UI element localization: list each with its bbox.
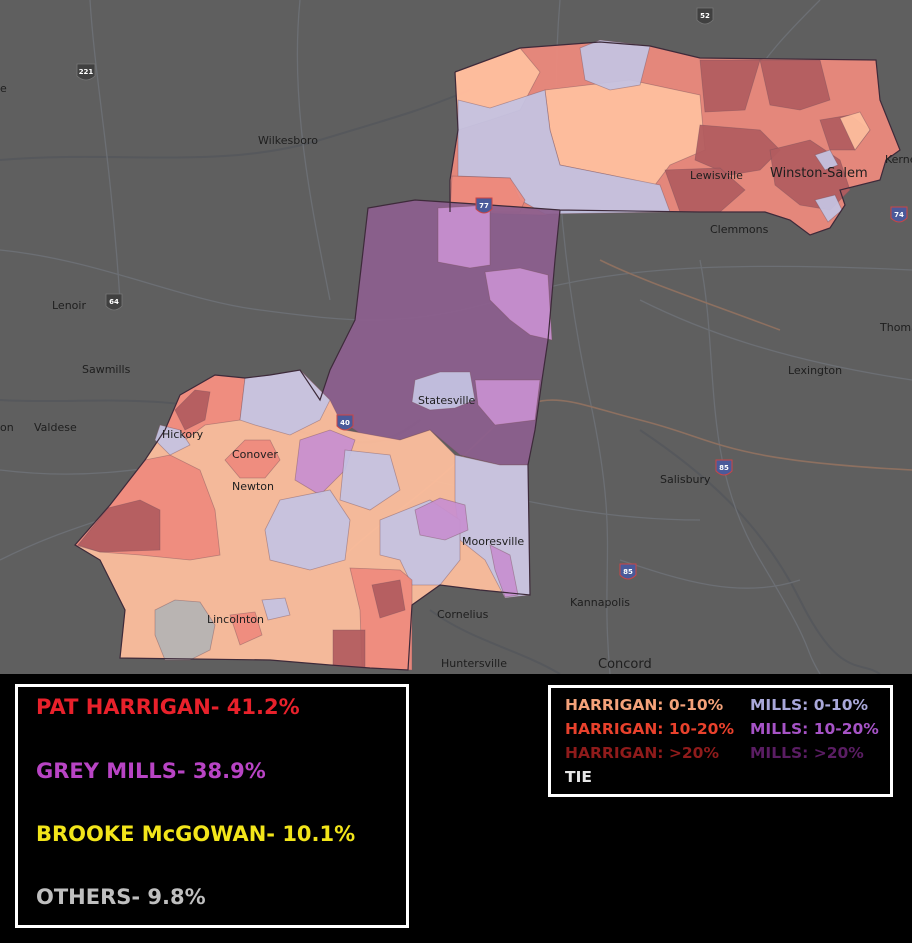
- place-labels: Wilkesboro Lenoir Sawmills Valdese Hicko…: [0, 82, 912, 672]
- precinct-fill-m10-20: [484, 267, 553, 341]
- precinct-shapes: [74, 39, 901, 671]
- legend-tie: TIE: [565, 768, 592, 786]
- interstate-shield: 40: [336, 414, 354, 431]
- place-label: e: [0, 82, 7, 95]
- place-label: Statesville: [418, 394, 476, 407]
- shield-label: 221: [79, 68, 94, 76]
- result-harrigan: PAT HARRIGAN- 41.2%: [36, 695, 300, 719]
- shield-label: 52: [700, 12, 710, 20]
- interstate-shield: 85: [715, 459, 733, 476]
- shield-label: 40: [340, 419, 350, 427]
- precinct-fill-m0-10: [411, 371, 476, 411]
- legend-mills-gt20: MILLS: >20%: [750, 744, 864, 762]
- place-label: Valdese: [34, 421, 77, 434]
- precinct-fill-m10-20: [489, 544, 519, 598]
- precinct-fill-m0-10: [261, 597, 291, 621]
- iredell-block: [319, 199, 561, 466]
- district-map: Wilkesboro Lenoir Sawmills Valdese Hicko…: [0, 0, 912, 674]
- place-label: Salisbury: [660, 473, 711, 486]
- precinct-fill-h10-20: [224, 439, 281, 479]
- precinct-fill-hgt20: [699, 59, 761, 113]
- precinct-fill-m10-20: [474, 379, 541, 426]
- place-label: Cornelius: [437, 608, 489, 621]
- results-panel: PAT HARRIGAN- 41.2% GREY MILLS- 38.9% BR…: [15, 684, 409, 928]
- legend-mills-0-10: MILLS: 0-10%: [750, 696, 869, 714]
- legend-mills-10-20: MILLS: 10-20%: [750, 720, 879, 738]
- precinct-fill-hgt20: [77, 499, 161, 553]
- legend-harrigan-10-20: HARRIGAN: 10-20%: [565, 720, 734, 738]
- place-label: Lenoir: [52, 299, 86, 312]
- place-label: Mooresville: [462, 535, 524, 548]
- shield-label: 85: [623, 568, 633, 576]
- interstate-shield: 74: [890, 206, 908, 223]
- precinct-fill-h0-10: [839, 111, 871, 151]
- us-route-shield: 64: [105, 293, 123, 311]
- place-label: Lincolnton: [207, 613, 264, 626]
- shield-label: 64: [109, 298, 119, 306]
- us-route-shield: 221: [76, 63, 96, 81]
- highway-shields: 221 52 64 40 77 85: [76, 7, 908, 580]
- precinct-fill-hgt20: [664, 167, 746, 213]
- precinct-fill-m0-10: [264, 489, 351, 571]
- precinct-fill-hgt20: [371, 579, 406, 619]
- place-label: Kannapolis: [570, 596, 630, 609]
- place-label: Hickory: [162, 428, 204, 441]
- precinct-fill-m0-10: [579, 39, 651, 91]
- legend-harrigan-gt20: HARRIGAN: >20%: [565, 744, 719, 762]
- precinct-fill-m10-20: [414, 497, 469, 541]
- district-outline: [74, 41, 901, 671]
- precinct-fill-h10-20: [229, 611, 263, 646]
- interstate-shield: 85: [619, 563, 637, 580]
- precinct-fill-hgt20: [332, 629, 366, 669]
- place-label: Concord: [598, 657, 652, 672]
- interstate-shield: 77: [475, 197, 493, 214]
- place-label: Huntersville: [441, 657, 507, 670]
- place-label: Sawmills: [82, 363, 131, 376]
- precinct-fill-m0-10: [339, 449, 401, 511]
- precinct-fill-m10-20: [437, 204, 491, 269]
- map-legend: HARRIGAN: 0-10% MILLS: 0-10% HARRIGAN: 1…: [548, 685, 893, 797]
- map-canvas: Wilkesboro Lenoir Sawmills Valdese Hicko…: [0, 0, 912, 674]
- shield-label: 85: [719, 464, 729, 472]
- place-label: Thoma: [879, 321, 912, 334]
- shield-label: 74: [894, 211, 904, 219]
- shield-label: 77: [479, 202, 489, 210]
- precinct-fill-hgt20: [759, 59, 831, 111]
- precinct-fill-hgt20: [174, 389, 211, 431]
- place-label: Lexington: [788, 364, 842, 377]
- legend-harrigan-0-10: HARRIGAN: 0-10%: [565, 696, 724, 714]
- place-label: Wilkesboro: [258, 134, 318, 147]
- place-label: Clemmons: [710, 223, 769, 236]
- precinct-fill-m0-10: [814, 149, 839, 171]
- us-route-shield: 52: [696, 7, 714, 25]
- result-mcgowan: BROOKE McGOWAN- 10.1%: [36, 822, 356, 846]
- forsyth-block: [449, 39, 901, 236]
- place-label: on: [0, 421, 14, 434]
- precinct-fill-tie: [154, 599, 216, 661]
- result-mills: GREY MILLS- 38.9%: [36, 759, 266, 783]
- place-label: Conover: [232, 448, 278, 461]
- result-others: OTHERS- 9.8%: [36, 885, 206, 909]
- place-label: Newton: [232, 480, 274, 493]
- place-label: Winston-Salem: [770, 166, 868, 181]
- place-label: Lewisville: [690, 169, 743, 182]
- precinct-fill-hgt20: [694, 124, 781, 176]
